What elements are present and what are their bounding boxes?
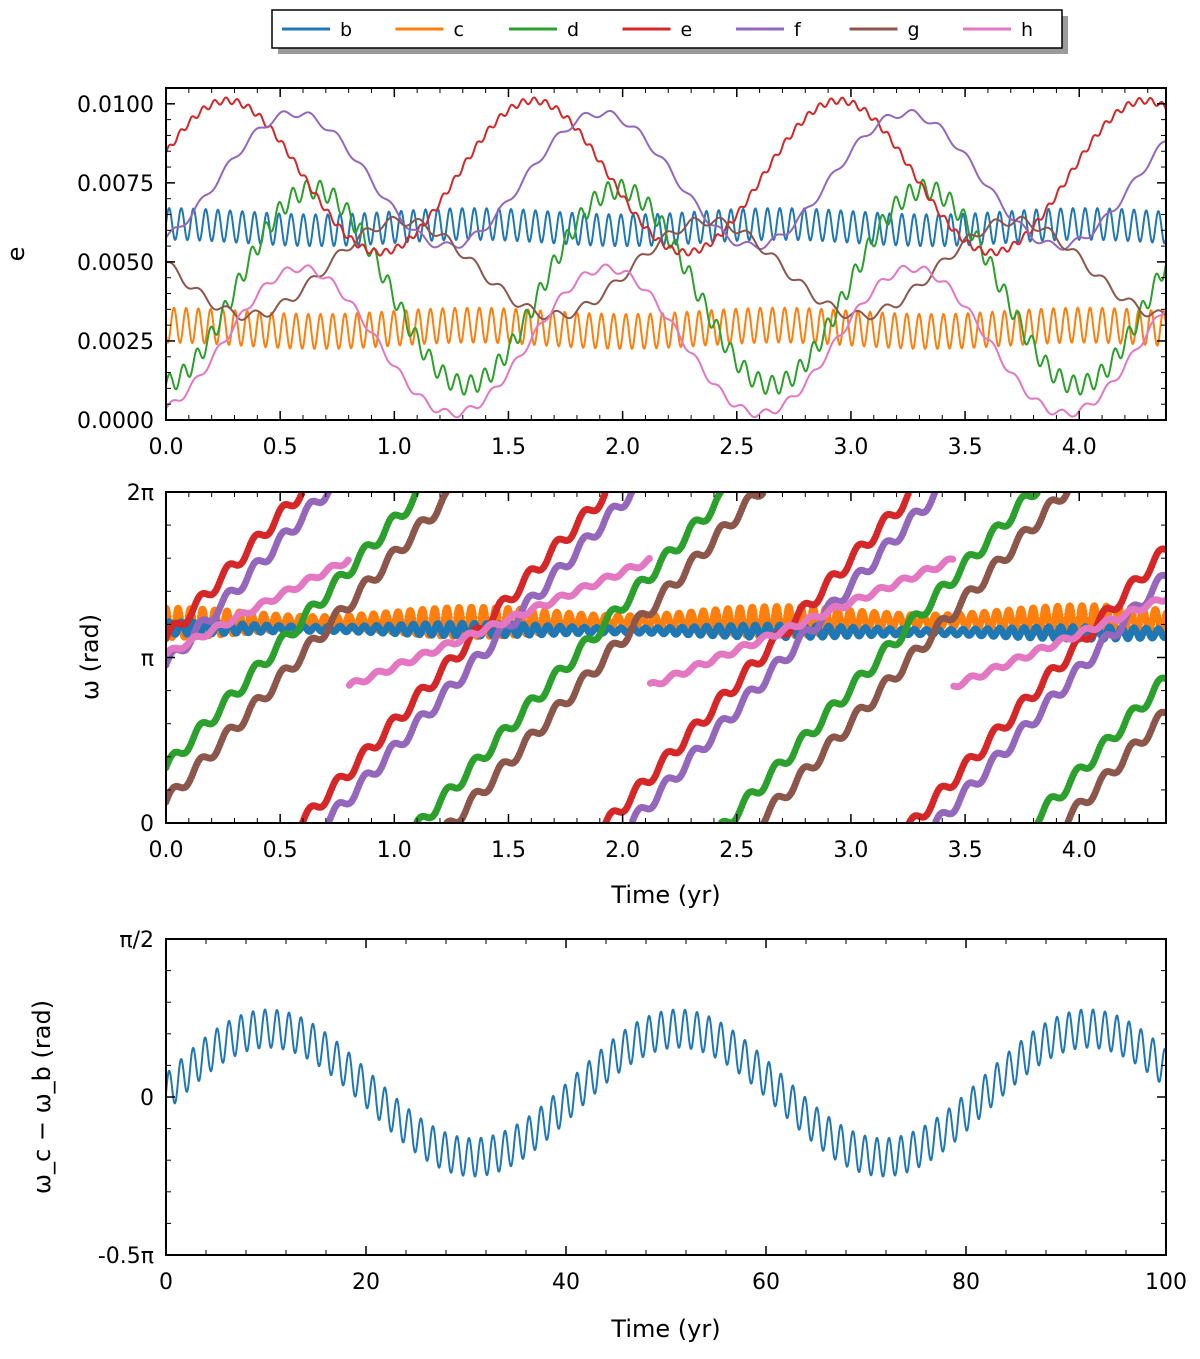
panel-omega-diff-ytick-label: -0.5π <box>98 1244 154 1269</box>
panel-eccentricity-ytick-label: 0.0000 <box>77 409 154 434</box>
panel-eccentricity: 0.0 0.5 1.0 1.5 2.0 2.5 3.0 3.5 4.0 0.0000 0.0025 0… <box>2 87 1167 460</box>
legend-label-h: h <box>1021 19 1033 41</box>
panel-omega-xtick-label: 4.0 <box>1062 838 1097 863</box>
panel-eccentricity-ytick-label: 0.0075 <box>77 172 154 197</box>
series-points-h <box>166 555 1166 691</box>
panel-omega-diff-xtick-label: 100 <box>1145 1270 1187 1295</box>
panel-omega-diff-xtick-label: 60 <box>752 1270 780 1295</box>
panel-omega-xlabel: Time (yr) <box>610 881 720 909</box>
panel-omega-xtick-label: 1.5 <box>491 838 526 863</box>
series-line-f <box>166 108 1166 251</box>
panel-omega-xtick-label: 2.0 <box>605 838 640 863</box>
series-line-d <box>166 178 1166 396</box>
series-points-f <box>166 492 1166 823</box>
panel-omega-xtick-label: 3.5 <box>948 838 983 863</box>
panel-omega-diff-ylabel: ω_c − ω_b (rad) <box>28 1000 56 1194</box>
panel-eccentricity-xtick-label: 0.5 <box>263 435 298 460</box>
series-line-h <box>166 263 1166 419</box>
panel-omega-diff-ytick-label: π/2 <box>119 928 154 953</box>
panel-omega-diff-ytick-label: 0 <box>140 1086 154 1111</box>
panel-omega-diff-xtick-label: 0 <box>159 1270 173 1295</box>
series-points-e <box>166 492 1166 823</box>
panel-omega: 0.0 0.5 1.0 1.5 2.0 2.5 3.0 3.5 4.0 0 π 2π Time (yr… <box>76 481 1167 909</box>
panel-omega-ytick-label: 2π <box>127 481 154 506</box>
legend-label-f: f <box>794 19 802 41</box>
panel-eccentricity-frame <box>165 87 1167 421</box>
panel-eccentricity-xtick-label: 3.0 <box>833 435 868 460</box>
panel-omega-xtick-label: 0.5 <box>263 838 298 863</box>
panel-eccentricity-xtick-label: 4.0 <box>1062 435 1097 460</box>
panel-omega-xtick-label: 0.0 <box>149 838 184 863</box>
series-line-omega-diff <box>166 1008 1166 1178</box>
panel-eccentricity-ytick-label: 0.0025 <box>77 330 154 355</box>
legend-label-e: e <box>681 19 693 41</box>
panel-omega-xtick-label: 1.0 <box>377 838 412 863</box>
panel-eccentricity-xtick-label: 2.5 <box>719 435 754 460</box>
panel-eccentricity-ytick-label: 0.0050 <box>77 251 154 276</box>
panel-omega-xtick-label: 2.5 <box>719 838 754 863</box>
panel-omega-diff-xtick-label: 80 <box>952 1270 980 1295</box>
panel-eccentricity-xtick-label: 3.5 <box>948 435 983 460</box>
series-line-e <box>166 96 1166 257</box>
series-line-g <box>166 215 1166 321</box>
panel-omega-diff-xtick-label: 40 <box>552 1270 580 1295</box>
panel-eccentricity-xtick-label: 0.0 <box>149 435 184 460</box>
legend: b c d e f g h <box>271 9 1068 54</box>
panel-omega-ytick-label: π <box>141 647 154 672</box>
panel-omega-diff-xlabel: Time (yr) <box>610 1315 720 1343</box>
panel-omega-xtick-label: 3.0 <box>833 838 868 863</box>
panel-eccentricity-xtick-label: 2.0 <box>605 435 640 460</box>
panel-eccentricity-ylabel: e <box>2 247 30 262</box>
panel-eccentricity-xtick-label: 1.0 <box>377 435 412 460</box>
panel-omega-ytick-label: 0 <box>140 812 154 837</box>
legend-label-g: g <box>908 19 920 41</box>
legend-label-d: d <box>567 19 579 41</box>
legend-label-c: c <box>454 19 464 41</box>
series-line-c <box>166 306 1166 351</box>
legend-label-b: b <box>340 19 352 41</box>
panel-omega-ylabel: ω (rad) <box>76 614 104 700</box>
series-points-g <box>166 492 1166 823</box>
panel-eccentricity-xtick-label: 1.5 <box>491 435 526 460</box>
panel-eccentricity-ytick-label: 0.0100 <box>77 93 154 118</box>
panel-omega-diff-xtick-label: 20 <box>352 1270 380 1295</box>
panel-omega-diff-frame <box>165 938 1167 1256</box>
